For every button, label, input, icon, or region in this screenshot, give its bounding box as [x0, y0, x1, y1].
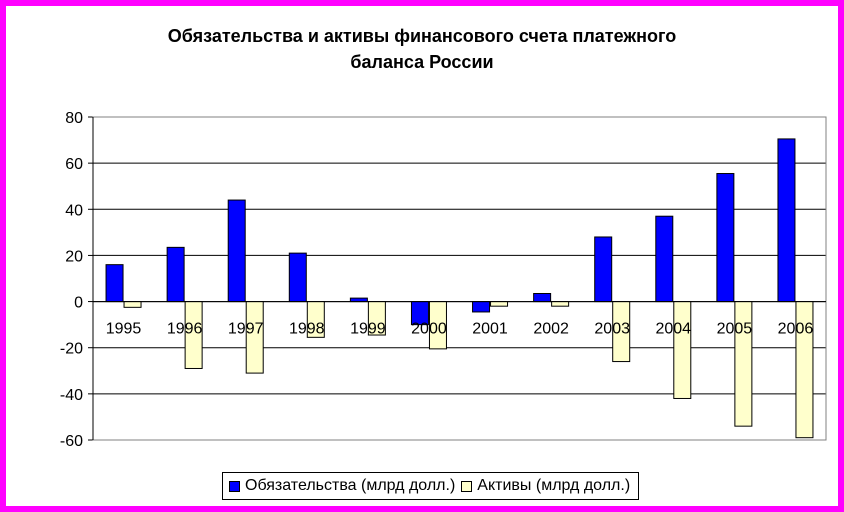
y-tick-label: 40 — [65, 202, 83, 219]
y-tick-label: -40 — [60, 387, 83, 404]
bar-liabilities-2006 — [777, 138, 796, 303]
bar-assets-1995 — [123, 301, 142, 308]
bar-liabilities-1997 — [227, 199, 246, 303]
bar-liabilities-1995 — [105, 264, 124, 303]
chart-title: Обязательства и активы финансового счета… — [0, 23, 844, 75]
x-tick-label-2002: 2002 — [533, 321, 569, 338]
chart-legend: Обязательства (млрд долл.) Активы (млрд … — [222, 472, 640, 500]
chart-title-line-2: баланса России — [350, 52, 494, 72]
x-tick-label-1999: 1999 — [350, 321, 386, 338]
x-tick-label-1998: 1998 — [289, 321, 325, 338]
bar-liabilities-2004 — [655, 215, 674, 303]
bar-assets-2004 — [673, 301, 692, 399]
x-tick-label-2004: 2004 — [655, 321, 691, 338]
bar-liabilities-2002 — [533, 292, 552, 303]
bar-liabilities-1996 — [166, 246, 185, 303]
y-tick-label: -20 — [60, 341, 83, 358]
y-tick-label: 60 — [65, 156, 83, 173]
x-tick-label-2000: 2000 — [411, 321, 447, 338]
legend-label-assets: Активы (млрд долл.) — [477, 477, 631, 494]
bar-liabilities-1998 — [288, 252, 307, 303]
legend-item-liabilities: Обязательства (млрд долл.) — [229, 477, 455, 495]
chart-title-line-1: Обязательства и активы финансового счета… — [167, 26, 677, 46]
y-tick-label: 80 — [65, 110, 83, 127]
bar-assets-2001 — [490, 301, 509, 307]
x-tick-label-1995: 1995 — [106, 321, 142, 338]
legend-label-liabilities: Обязательства (млрд долл.) — [245, 477, 456, 494]
y-tick-label: 0 — [74, 295, 83, 312]
x-tick-label-1997: 1997 — [228, 321, 264, 338]
x-tick-label-2001: 2001 — [472, 321, 508, 338]
y-tick-label: 20 — [65, 248, 83, 265]
x-tick-label-2006: 2006 — [778, 321, 814, 338]
bar-liabilities-2005 — [716, 173, 735, 303]
bar-liabilities-2003 — [594, 236, 613, 303]
y-tick-label: -60 — [60, 433, 83, 450]
legend-swatch-liabilities — [229, 480, 240, 492]
legend-swatch-assets — [461, 480, 473, 492]
bar-assets-2002 — [551, 301, 570, 307]
plot-area — [93, 117, 826, 440]
x-tick-label-2003: 2003 — [594, 321, 630, 338]
bar-liabilities-2001 — [472, 301, 491, 313]
legend-item-assets: Активы (млрд долл.) — [461, 477, 630, 495]
x-tick-label-2005: 2005 — [717, 321, 753, 338]
x-tick-label-1996: 1996 — [167, 321, 203, 338]
bar-liabilities-1999 — [349, 297, 368, 303]
